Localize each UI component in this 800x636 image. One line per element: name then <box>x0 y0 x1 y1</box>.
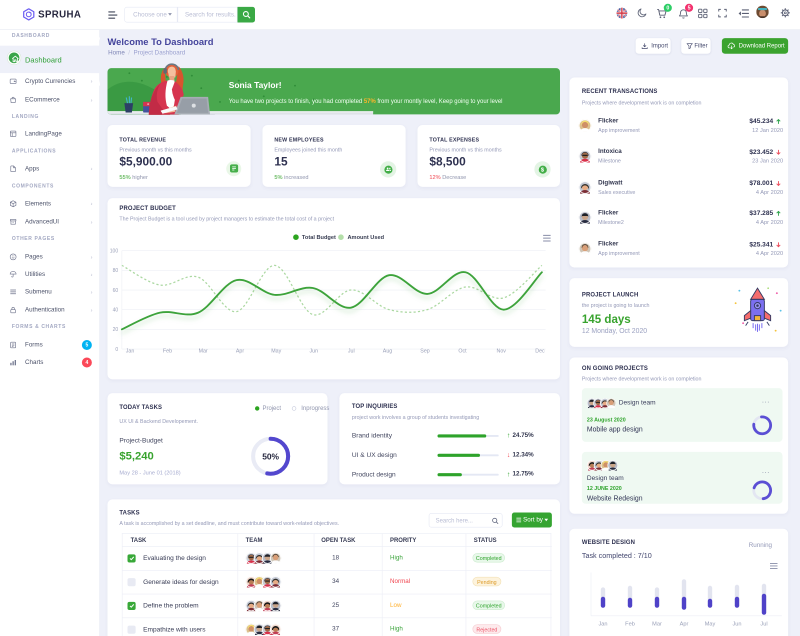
svg-text:Jun: Jun <box>732 622 741 628</box>
svg-text:20: 20 <box>113 327 119 333</box>
svg-text:May: May <box>271 349 281 355</box>
svg-text:0: 0 <box>115 347 118 353</box>
svg-text:Apr: Apr <box>236 349 244 355</box>
svg-text:100: 100 <box>110 249 119 255</box>
svg-text:80: 80 <box>113 268 119 274</box>
svg-text:40: 40 <box>113 308 119 314</box>
svg-text:Apr: Apr <box>680 622 689 628</box>
svg-text:Aug: Aug <box>383 349 392 355</box>
svg-text:Jun: Jun <box>309 349 318 355</box>
svg-text:Jan: Jan <box>598 622 607 628</box>
svg-text:Jul: Jul <box>760 622 767 628</box>
svg-text:May: May <box>705 622 716 628</box>
svg-text:Sep: Sep <box>420 349 429 355</box>
svg-text:60: 60 <box>113 288 119 294</box>
svg-text:Mar: Mar <box>652 622 662 628</box>
svg-text:Mar: Mar <box>199 349 208 355</box>
svg-text:Jan: Jan <box>126 349 135 355</box>
svg-text:50%: 50% <box>262 451 279 461</box>
svg-text:Oct: Oct <box>458 349 467 355</box>
svg-text:Feb: Feb <box>163 349 172 355</box>
svg-text:Feb: Feb <box>625 622 635 628</box>
svg-text:Jul: Jul <box>348 349 355 355</box>
svg-text:Nov: Nov <box>497 349 507 355</box>
svg-text:Dec: Dec <box>535 349 545 355</box>
